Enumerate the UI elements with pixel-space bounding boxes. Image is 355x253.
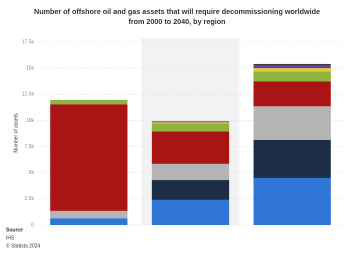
bar-segment bbox=[50, 100, 128, 105]
bar-segment bbox=[151, 131, 230, 164]
bar-segment bbox=[151, 163, 230, 181]
y-tick-label: 17.5k bbox=[22, 39, 35, 45]
bar-segment bbox=[50, 210, 128, 219]
y-tick-label: 0 bbox=[31, 222, 34, 228]
y-axis-label: Number of assets bbox=[13, 113, 19, 153]
bar-segment bbox=[253, 65, 331, 69]
source-text: IHS bbox=[6, 235, 15, 241]
y-tick-label: 5k bbox=[29, 170, 35, 176]
bar-segment bbox=[151, 180, 230, 200]
bar-segment bbox=[253, 106, 331, 140]
y-tick-label: 10k bbox=[26, 118, 35, 124]
bar-segment bbox=[253, 177, 331, 225]
copyright: © Statista 2024 bbox=[6, 242, 40, 249]
source-label: Source bbox=[6, 227, 23, 233]
bar-segment bbox=[151, 199, 230, 225]
bar-segment bbox=[253, 63, 331, 66]
bar-segment bbox=[253, 81, 331, 107]
bar-segment bbox=[253, 139, 331, 178]
y-tick-label: 15k bbox=[26, 65, 35, 71]
bar-segment bbox=[151, 122, 230, 124]
bar-segment bbox=[151, 123, 230, 132]
bar-segment bbox=[50, 104, 128, 211]
bar-segment bbox=[253, 68, 331, 72]
y-tick-label: 7.5k bbox=[25, 144, 35, 150]
bar-segment bbox=[151, 121, 230, 123]
y-tick-label: 2.5k bbox=[25, 196, 35, 202]
bar-segment bbox=[50, 218, 128, 225]
y-tick-label: 12.5k bbox=[22, 92, 35, 98]
chart-title: Number of offshore oil and gas assets th… bbox=[34, 7, 320, 26]
bar-segment bbox=[253, 71, 331, 82]
